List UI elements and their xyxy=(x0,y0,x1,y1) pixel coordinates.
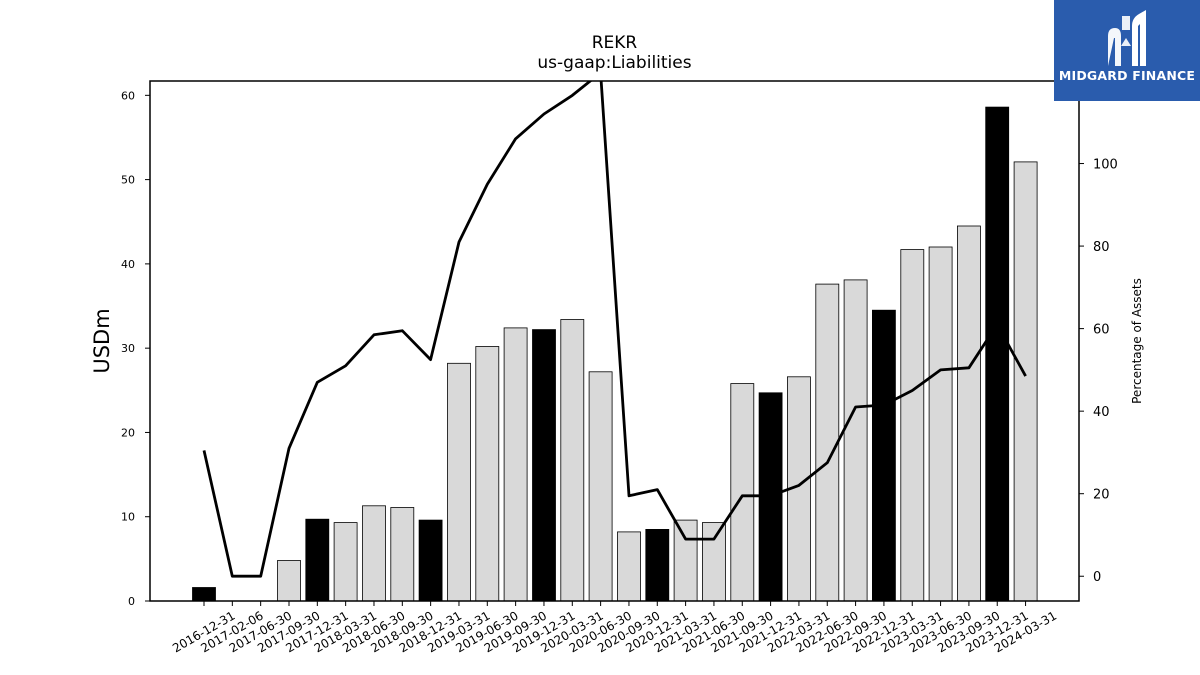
bar xyxy=(192,587,216,602)
chart-title: REKR xyxy=(592,33,638,53)
y2-axis-label: Percentage of Assets xyxy=(1130,278,1144,404)
y2-tick-label: 100 xyxy=(1093,158,1118,173)
y-tick-label: 20 xyxy=(121,426,135,439)
bar xyxy=(645,529,670,602)
y2-tick-label: 0 xyxy=(1093,570,1101,585)
midgard-finance-logo: MIDGARD FINANCE xyxy=(1054,0,1200,101)
line-layer xyxy=(202,81,1027,578)
bar xyxy=(928,246,953,602)
bar xyxy=(617,531,641,602)
plot-frame xyxy=(149,80,1080,602)
logo-text: MIDGARD FINANCE xyxy=(1058,68,1196,83)
bar xyxy=(673,519,698,602)
bar xyxy=(588,371,613,602)
bar xyxy=(957,225,981,602)
chart-subtitle: us-gaap:Liabilities xyxy=(537,53,691,73)
bar xyxy=(985,106,1010,602)
bars xyxy=(192,106,1038,602)
midgard-m-logo-icon xyxy=(1108,10,1146,66)
bar xyxy=(418,519,443,602)
bar xyxy=(532,329,556,602)
bar xyxy=(362,505,386,602)
y2-tick-label: 40 xyxy=(1093,405,1110,420)
bar xyxy=(305,518,330,602)
y-tick-label: 50 xyxy=(121,174,135,187)
bar xyxy=(560,319,585,602)
bar xyxy=(900,249,925,602)
bar xyxy=(843,279,868,602)
y-tick-label: 10 xyxy=(121,511,135,524)
bar xyxy=(475,346,500,602)
bar xyxy=(447,362,471,602)
y-tick-label: 40 xyxy=(121,258,135,271)
x-axis: 2016-12-312017-02-062017-06-302017-09-30… xyxy=(170,601,1059,655)
y2-tick-label: 20 xyxy=(1093,488,1110,503)
bar xyxy=(815,283,840,602)
right-axis: 0 20 40 60 80 100 xyxy=(1079,158,1118,585)
y2-tick-label: 80 xyxy=(1093,240,1110,255)
bar xyxy=(1013,161,1038,602)
bar xyxy=(277,560,301,602)
y-tick-label: 30 xyxy=(121,342,135,355)
left-axis: 0 10 20 30 40 50 60 xyxy=(121,89,150,608)
bar xyxy=(333,522,358,602)
y-tick-label: 60 xyxy=(121,89,135,102)
bar xyxy=(730,383,755,602)
y-axis-label: USDm xyxy=(90,308,114,373)
percentage-line xyxy=(202,81,1027,578)
bar xyxy=(390,507,415,602)
y-tick-label: 0 xyxy=(128,595,135,608)
y2-tick-label: 60 xyxy=(1093,323,1110,338)
bar xyxy=(872,309,896,602)
bar xyxy=(503,327,528,602)
bar xyxy=(702,522,726,602)
